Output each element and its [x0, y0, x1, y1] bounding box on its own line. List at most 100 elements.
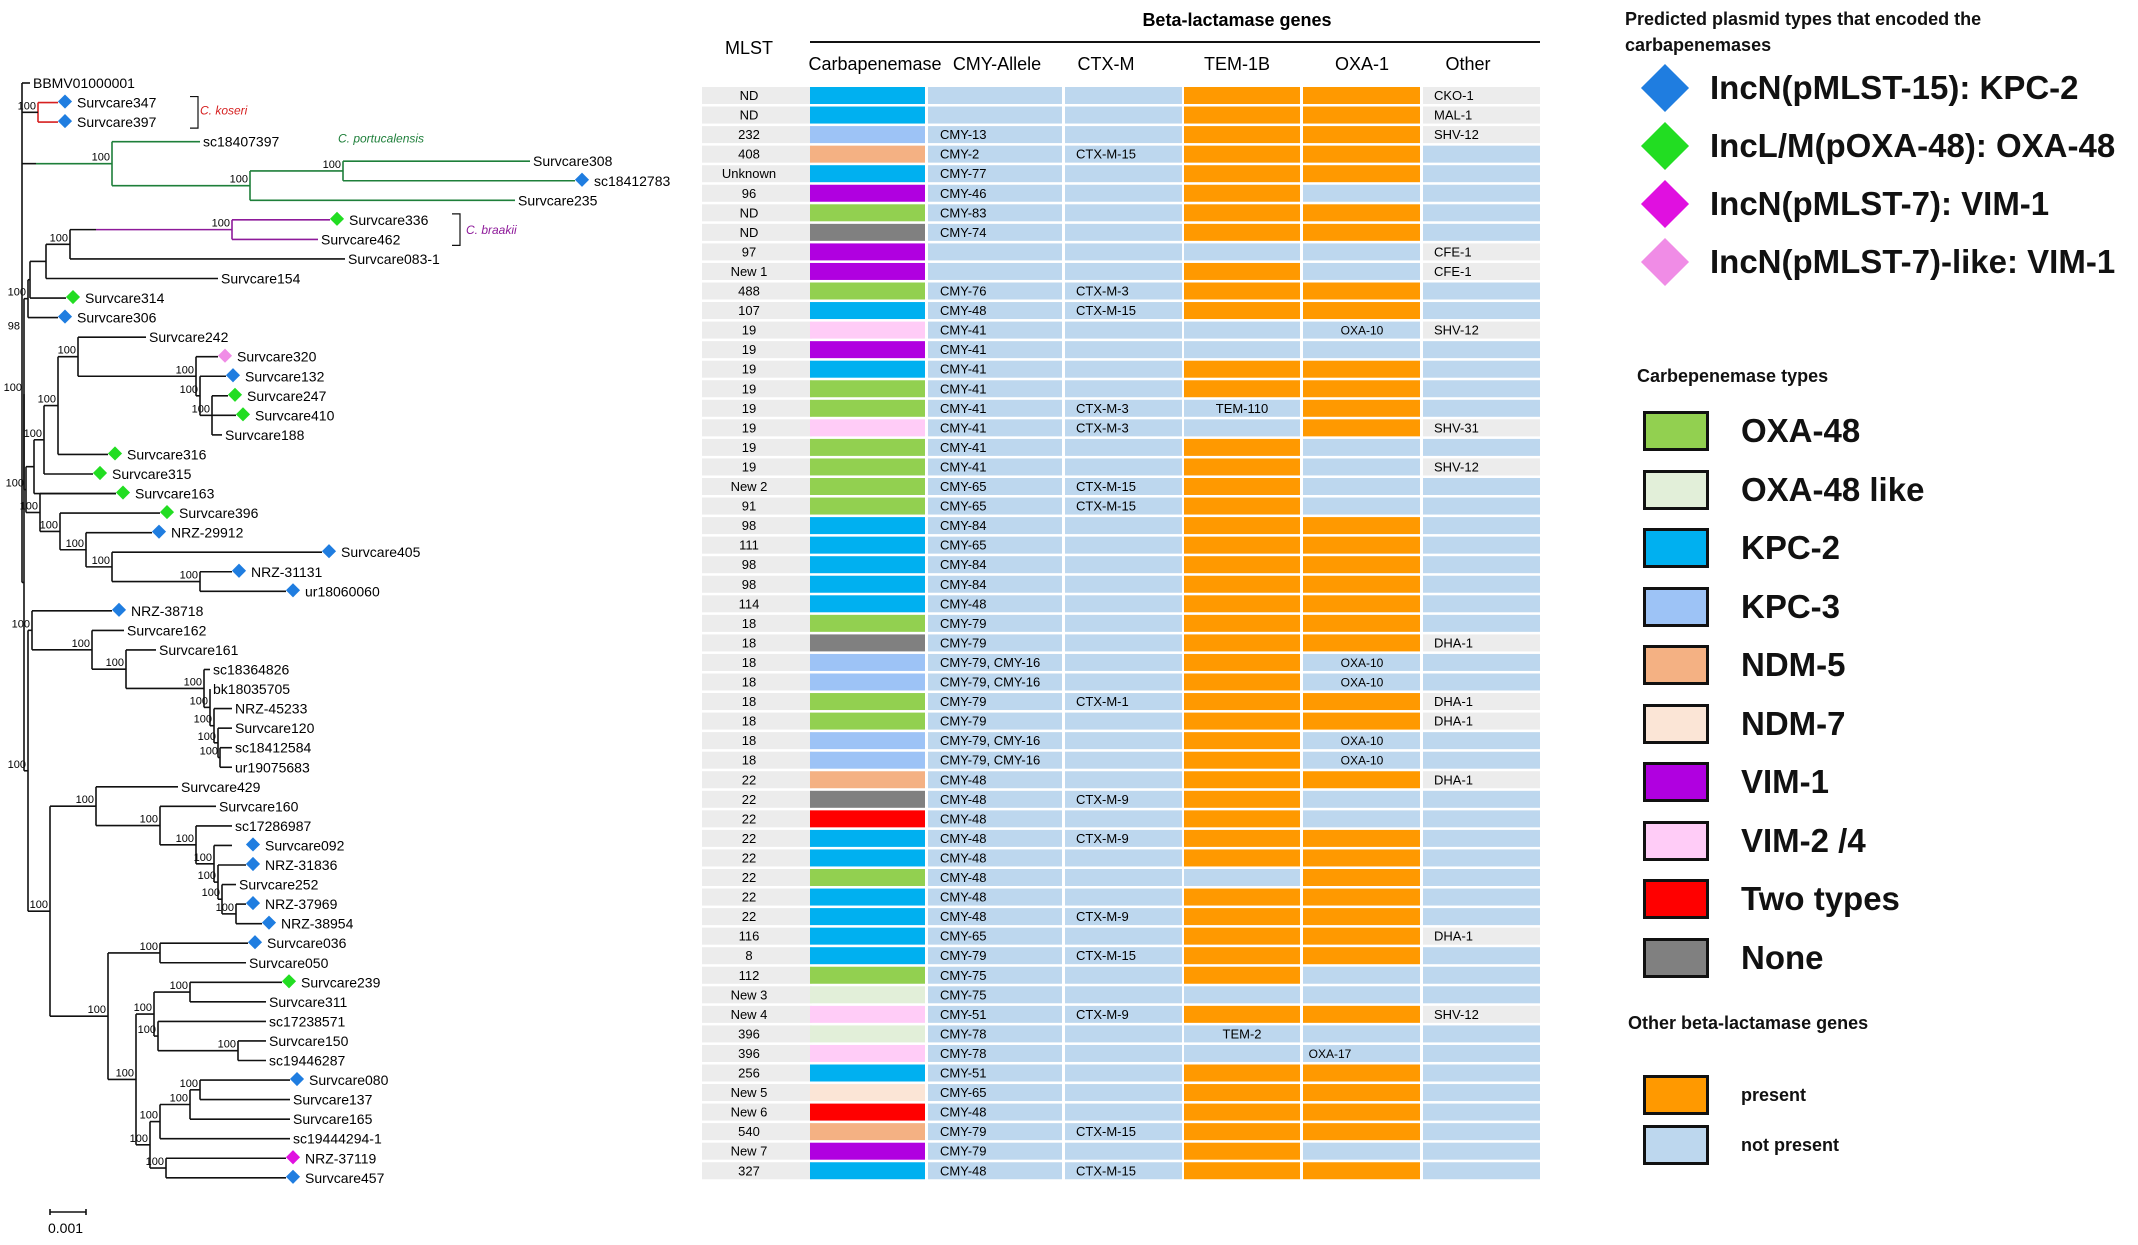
ctxm-cell — [1065, 888, 1182, 906]
matrix-row: 19 CMY-41 — [702, 341, 1540, 359]
tem-cell — [1184, 556, 1300, 574]
matrix-row: 22 CMY-48 — [702, 888, 1540, 906]
mlst-cell — [702, 165, 812, 183]
mlst-cell — [702, 106, 812, 124]
tem-cell — [1184, 243, 1300, 261]
tem-cell — [1184, 262, 1300, 280]
other-cell — [1423, 126, 1540, 144]
other-cell — [1423, 478, 1540, 495]
cmy-cell — [928, 497, 1062, 515]
ctxm-cell — [1065, 145, 1182, 163]
carbapenemase-cell — [810, 360, 925, 378]
oxa-cell — [1303, 399, 1420, 417]
scale-bar — [49, 1209, 87, 1215]
carbapenemase-legend-label: NDM-7 — [1741, 704, 1846, 742]
bootstrap-label: 100 — [180, 570, 198, 582]
oxa-cell — [1303, 908, 1420, 926]
carbapenemase-cell — [810, 849, 925, 867]
cmy-label: CMY-48 — [940, 909, 986, 924]
bootstrap-label: 100 — [140, 941, 158, 953]
oxa-label: OXA-10 — [1341, 656, 1384, 670]
matrix-row: 327 CMY-48 CTX-M-15 — [702, 1162, 1540, 1180]
other-label: SHV-12 — [1434, 1007, 1479, 1022]
plasmid-legend-label: IncN(pMLST-7): VIM-1 — [1710, 185, 2050, 222]
carbapenemase-legend-item: OXA-48 — [1643, 402, 1860, 460]
cmy-cell — [928, 419, 1062, 437]
column-header: TEM-1B — [1204, 54, 1270, 74]
carbapenemase-cell — [810, 536, 925, 554]
mlst-label: 19 — [742, 440, 756, 455]
other-cell — [1423, 399, 1540, 417]
carbapenemase-cell — [810, 321, 925, 339]
mlst-label: 18 — [742, 635, 756, 650]
cmy-cell — [928, 458, 1062, 476]
matrix-row: 114 CMY-48 — [702, 595, 1540, 613]
cmy-label: CMY-48 — [940, 596, 986, 611]
oxa-cell — [1303, 810, 1420, 828]
cmy-label: CMY-48 — [940, 792, 986, 807]
color-swatch — [1643, 703, 1709, 744]
other-label: MAL-1 — [1434, 108, 1472, 123]
ctxm-cell — [1065, 1123, 1182, 1141]
mlst-cell — [702, 986, 812, 1004]
mlst-label: 256 — [738, 1066, 760, 1081]
matrix-row: 18 CMY-79 DHA-1 — [702, 712, 1540, 730]
cmy-label: CMY-79 — [940, 616, 986, 631]
ctxm-cell — [1065, 634, 1182, 652]
cmy-label: CMY-48 — [940, 850, 986, 865]
carbapenemase-cell — [810, 302, 925, 320]
carbapenemase-cell — [810, 106, 925, 124]
carbapenemase-cell — [810, 1064, 925, 1082]
diamond-marker-icon — [1640, 121, 1690, 171]
ctxm-cell — [1065, 478, 1182, 495]
matrix-row: 18 CMY-79, CMY-16 OXA-10 — [702, 732, 1540, 750]
tem-cell — [1184, 1162, 1300, 1180]
carbapenemase-cell — [810, 87, 925, 104]
oxa-cell — [1303, 966, 1420, 984]
ctxm-cell — [1065, 262, 1182, 280]
oxa-cell — [1303, 1142, 1420, 1160]
color-swatch — [1643, 820, 1709, 861]
cmy-label: CMY-79, CMY-16 — [940, 675, 1040, 690]
cmy-cell — [928, 1162, 1062, 1180]
other-genes-legend-item: not present — [1643, 1121, 1839, 1169]
column-header: CMY-Allele — [953, 54, 1041, 74]
cmy-label: CMY-41 — [940, 459, 986, 474]
column-header: Carbapenemase — [808, 54, 941, 74]
ctxm-label: CTX-M-3 — [1076, 284, 1129, 299]
bootstrap-label: 100 — [180, 1078, 198, 1090]
plasmid-legend-item: IncN(pMLST-7): VIM-1 — [1640, 178, 2050, 230]
plasmid-marker-icon — [329, 211, 345, 226]
cmy-label: CMY-48 — [940, 831, 986, 846]
cmy-label: CMY-65 — [940, 1085, 986, 1100]
cmy-label: CMY-65 — [940, 479, 986, 494]
other-cell — [1423, 790, 1540, 808]
tem-cell — [1184, 106, 1300, 124]
other-label: CFE-1 — [1434, 244, 1472, 259]
tree-leaf-label: NRZ-31131 — [251, 564, 323, 580]
tree-leaf-label: Survcare083-1 — [348, 251, 440, 267]
oxa-cell — [1303, 927, 1420, 945]
tem-cell — [1184, 810, 1300, 828]
cmy-label: CMY-2 — [940, 147, 979, 162]
other-cell — [1423, 1162, 1540, 1180]
oxa-cell — [1303, 517, 1420, 535]
mlst-cell — [702, 341, 812, 359]
carbapenemase-legend-item: NDM-7 — [1643, 695, 1846, 753]
plasmid-marker-icon — [111, 602, 127, 617]
cmy-label: CMY-41 — [940, 342, 986, 357]
mlst-cell — [702, 438, 812, 456]
tree-leaf-label: Survcare036 — [267, 935, 347, 951]
mlst-label: 98 — [742, 557, 756, 572]
other-genes-legend-item: present — [1643, 1071, 1806, 1119]
oxa-cell — [1303, 1162, 1420, 1180]
ctxm-label: CTX-M-3 — [1076, 401, 1129, 416]
ctxm-cell — [1065, 184, 1182, 202]
tree-leaf-label: Survcare162 — [127, 622, 207, 638]
mlst-cell — [702, 712, 812, 730]
tree-leaf-label: BBMV01000001 — [33, 75, 135, 91]
tem-cell — [1184, 360, 1300, 378]
cmy-cell — [928, 282, 1062, 300]
mlst-cell — [702, 1064, 812, 1082]
oxa-cell — [1303, 1084, 1420, 1102]
